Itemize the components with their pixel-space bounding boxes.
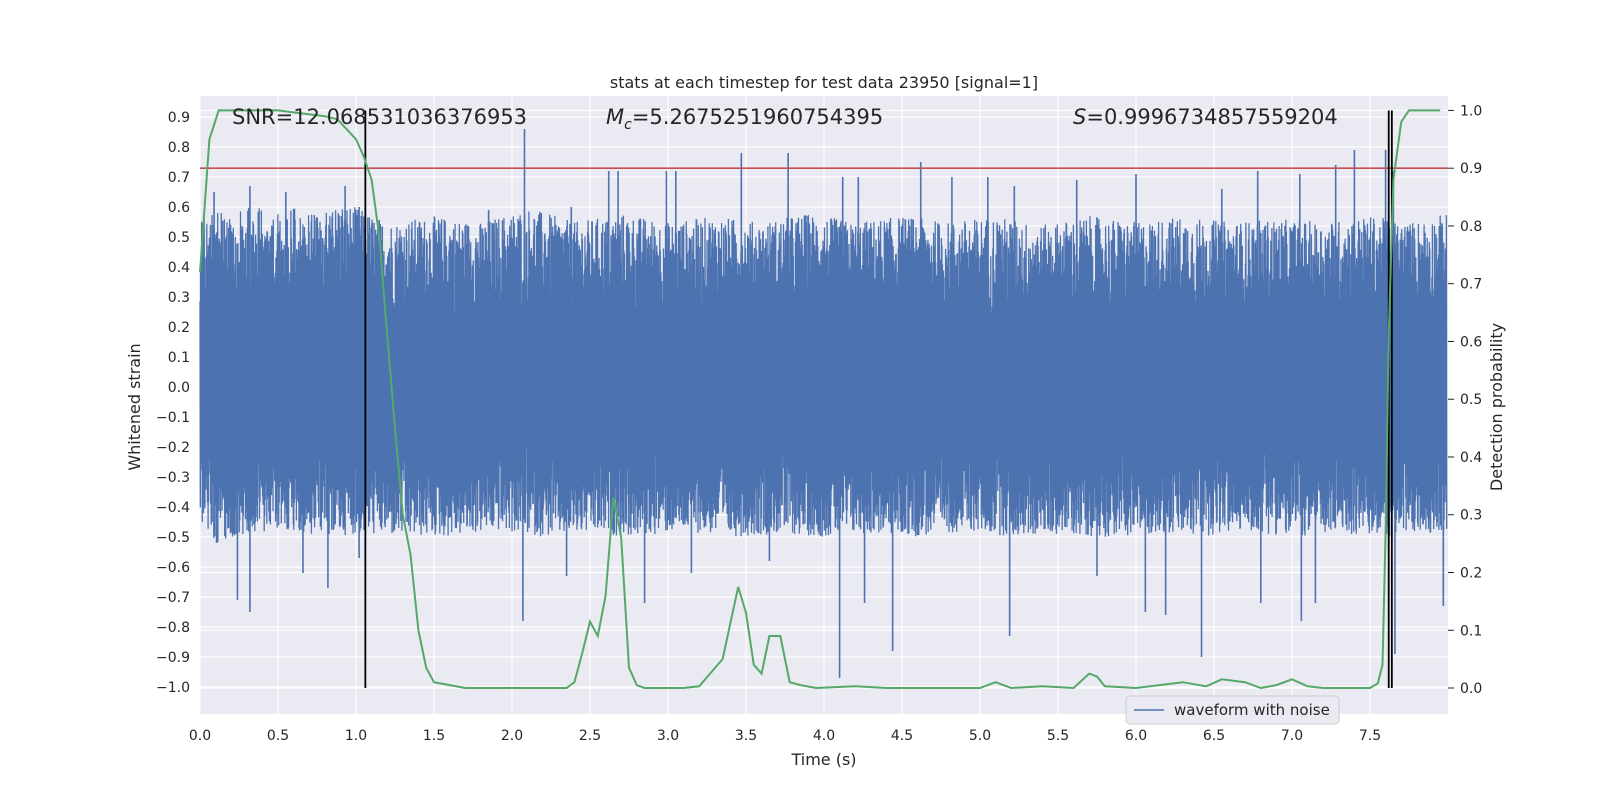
score-annotation: S=0.9996734857559204 <box>1073 105 1338 129</box>
x-tick-label: 0.5 <box>267 728 289 744</box>
y-tick-label: 0.3 <box>168 290 190 306</box>
x-tick-label: 6.5 <box>1203 728 1225 744</box>
x-tick-label: 5.5 <box>1047 728 1069 744</box>
y-right-tick-label: 0.1 <box>1460 623 1482 639</box>
y-right-tick-label: 1.0 <box>1460 103 1482 119</box>
score-symbol: S <box>1073 105 1086 129</box>
y-tick-label: −0.5 <box>156 530 190 546</box>
y-tick-label: −0.9 <box>156 650 190 666</box>
y-axis-right-label: Detection probability <box>1487 323 1506 491</box>
chirp-mass-annotation: Mc=5.2675251960754395 <box>606 105 883 133</box>
y-tick-label: 0.5 <box>168 230 190 246</box>
x-tick-label: 3.5 <box>735 728 757 744</box>
x-tick-label: 1.5 <box>423 728 445 744</box>
legend: waveform with noise <box>1125 695 1340 725</box>
chart-title: stats at each timestep for test data 239… <box>610 73 1038 92</box>
y-tick-label: 0.1 <box>168 350 190 366</box>
y-tick-label: −0.1 <box>156 410 190 426</box>
waveform-trace <box>199 207 1448 543</box>
y-right-tick-label: 0.7 <box>1460 277 1482 293</box>
y-tick-label: −1.0 <box>156 680 190 696</box>
y-right-tick-label: 0.6 <box>1460 334 1482 350</box>
y-tick-label: 0.4 <box>168 260 190 276</box>
x-tick-label: 5.0 <box>969 728 991 744</box>
x-tick-label: 2.0 <box>501 728 523 744</box>
y-tick-label: 0.2 <box>168 320 190 336</box>
x-axis-label: Time (s) <box>790 750 856 769</box>
waveform-layer <box>199 129 1448 678</box>
x-tick-label: 4.5 <box>891 728 913 744</box>
x-tick-label: 3.0 <box>657 728 679 744</box>
y-tick-label: −0.4 <box>156 500 190 516</box>
y-right-tick-label: 0.2 <box>1460 565 1482 581</box>
y-tick-label: −0.6 <box>156 560 190 576</box>
x-tick-label: 2.5 <box>579 728 601 744</box>
chirp-mass-symbol: M <box>606 105 624 129</box>
y-right-tick-label: 0.3 <box>1460 508 1482 524</box>
y-tick-label: 0.8 <box>168 140 190 156</box>
y-tick-label: 0.0 <box>168 380 190 396</box>
x-tick-label: 1.0 <box>345 728 367 744</box>
y-tick-label: −0.3 <box>156 470 190 486</box>
y-tick-label: 0.7 <box>168 170 190 186</box>
chirp-mass-value: =5.2675251960754395 <box>632 105 883 129</box>
x-tick-label: 7.5 <box>1359 728 1381 744</box>
series-layer <box>199 109 1448 690</box>
y-tick-label: 0.9 <box>168 110 190 126</box>
snr-annotation: SNR=12.068531036376953 <box>232 105 527 129</box>
y-right-tick-label: 0.8 <box>1460 219 1482 235</box>
y-tick-label: 0.6 <box>168 200 190 216</box>
y-right-tick-label: 0.5 <box>1460 392 1482 408</box>
x-tick-label: 0.0 <box>189 728 211 744</box>
y-right-tick-label: 0.0 <box>1460 681 1482 697</box>
legend-label: waveform with noise <box>1174 701 1330 719</box>
y-right-tick-label: 0.9 <box>1460 161 1482 177</box>
y-tick-label: −0.2 <box>156 440 190 456</box>
x-tick-label: 6.0 <box>1125 728 1147 744</box>
x-tick-label: 7.0 <box>1281 728 1303 744</box>
y-tick-label: −0.8 <box>156 620 190 636</box>
score-value: =0.9996734857559204 <box>1086 105 1337 129</box>
x-tick-label: 4.0 <box>813 728 835 744</box>
probability-line <box>199 109 1441 690</box>
y-axis-label: Whitened strain <box>125 343 144 470</box>
y-tick-label: −0.7 <box>156 590 190 606</box>
legend-box <box>1125 695 1340 725</box>
chirp-mass-subscript: c <box>624 117 632 133</box>
y-right-tick-label: 0.4 <box>1460 450 1482 466</box>
axis-layer: 0.0 0.5 1.0 1.5 2.0 2.5 3.0 3.5 4.0 4.5 5.0 5.5 6.0 6… <box>156 103 1482 744</box>
